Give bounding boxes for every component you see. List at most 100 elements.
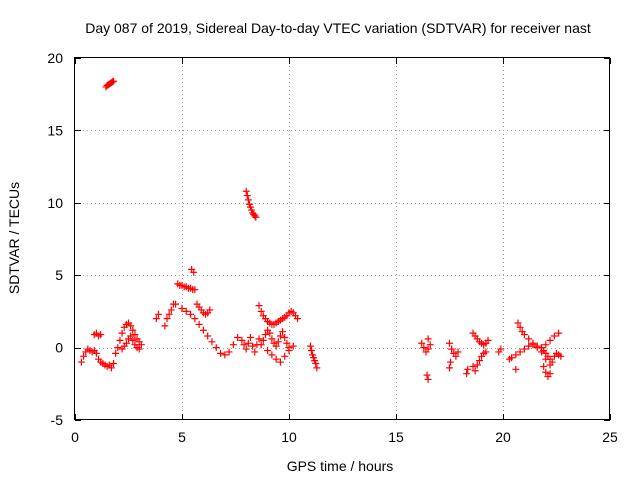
grid-lines	[75, 58, 610, 420]
data-point	[514, 319, 522, 327]
data-point	[77, 358, 85, 366]
data-point	[446, 339, 453, 347]
x-axis-label: GPS time / hours	[287, 458, 394, 474]
data-point	[313, 364, 321, 372]
data-point	[454, 348, 462, 356]
data-point	[251, 348, 259, 356]
data-point	[283, 339, 291, 347]
data-point	[306, 342, 314, 350]
x-tick-label: 20	[495, 429, 511, 445]
data-point	[281, 333, 289, 341]
data-point	[426, 341, 434, 349]
data-point	[187, 310, 195, 318]
data-point	[182, 307, 190, 315]
data-point	[516, 348, 524, 356]
data-point	[294, 315, 302, 323]
data-point	[92, 349, 100, 357]
data-point	[533, 342, 541, 350]
y-tick-label: 10	[47, 195, 63, 211]
data-point	[307, 346, 315, 354]
x-tick-label: 5	[178, 429, 186, 445]
data-point	[127, 322, 135, 330]
data-point	[135, 345, 143, 353]
data-point	[229, 341, 237, 349]
data-point	[208, 338, 216, 346]
data-point	[424, 375, 432, 383]
data-point	[116, 336, 124, 344]
data-point	[469, 362, 477, 370]
data-point	[424, 335, 432, 343]
data-point	[242, 345, 250, 353]
data-point	[225, 348, 233, 356]
data-point	[257, 341, 265, 349]
y-tick-label: 0	[55, 340, 63, 356]
data-point	[252, 213, 260, 221]
data-point	[251, 212, 259, 220]
data-point	[529, 339, 537, 347]
y-tick-label: 5	[55, 267, 63, 283]
data-point	[255, 302, 263, 310]
data-point	[484, 336, 492, 344]
x-tick-label: 0	[71, 429, 79, 445]
data-point	[542, 368, 550, 376]
data-point	[548, 358, 556, 366]
data-point	[424, 345, 432, 353]
data-point	[525, 335, 533, 343]
y-axis-label: SDTVAR / TECUs	[6, 182, 22, 294]
data-point	[452, 352, 460, 360]
data-point	[312, 360, 320, 368]
data-point	[195, 320, 203, 328]
data-point	[107, 364, 115, 372]
data-point	[199, 326, 207, 334]
data-point	[163, 315, 171, 323]
data-point	[266, 329, 274, 337]
data-point	[555, 329, 563, 337]
data-point	[264, 346, 272, 354]
data-point	[217, 349, 225, 357]
data-point	[550, 332, 558, 340]
data-point	[234, 333, 242, 341]
data-point	[473, 361, 481, 369]
data-point	[423, 371, 431, 379]
data-point	[112, 349, 120, 357]
data-point	[512, 351, 520, 359]
data-point	[471, 367, 479, 375]
data-point	[129, 336, 137, 344]
data-point	[274, 338, 282, 346]
data-point	[190, 268, 198, 276]
data-point	[272, 342, 280, 350]
data-points	[77, 77, 565, 383]
data-point	[268, 335, 276, 343]
data-point	[131, 331, 139, 339]
data-point	[255, 335, 263, 343]
data-point	[512, 365, 520, 373]
data-point	[516, 323, 524, 331]
data-point	[418, 339, 426, 347]
y-tick-label: 20	[47, 50, 63, 66]
data-point	[497, 345, 505, 353]
data-point	[191, 315, 199, 323]
data-point	[242, 187, 250, 195]
data-point	[127, 332, 135, 340]
data-point	[206, 306, 214, 314]
data-point	[118, 329, 126, 337]
data-point	[167, 306, 175, 314]
data-point	[152, 315, 160, 323]
data-point	[244, 196, 252, 204]
data-point	[137, 341, 145, 349]
data-point	[161, 322, 169, 330]
data-point	[447, 358, 455, 366]
data-point	[508, 354, 516, 362]
chart-title: Day 087 of 2019, Sidereal Day-to-day VTE…	[85, 20, 591, 36]
data-point	[165, 310, 173, 318]
data-point	[114, 344, 122, 352]
data-point	[448, 345, 456, 353]
y-tick-label: 15	[47, 122, 63, 138]
plot-frame	[74, 57, 610, 420]
data-point	[257, 307, 265, 315]
tick-labels: 0 5 10 15 20 25 -5 0 5 10 15 20	[47, 50, 618, 445]
data-point	[546, 370, 554, 378]
data-point	[276, 358, 284, 366]
data-point	[110, 360, 118, 368]
